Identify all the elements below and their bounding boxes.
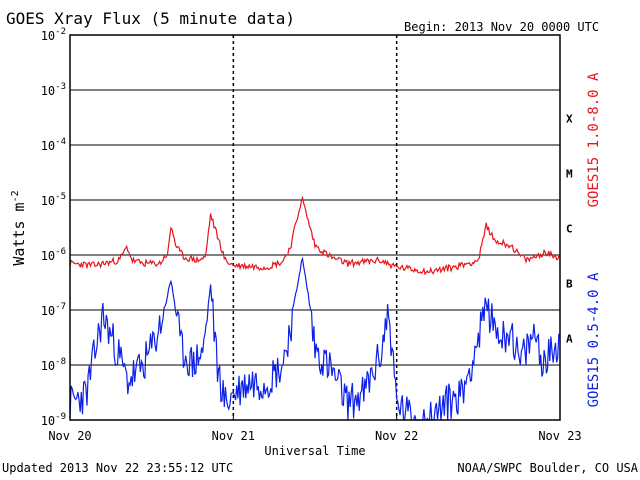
flare-class-labels: A B C M X: [566, 113, 573, 346]
flare-class-label: A: [566, 333, 573, 346]
x-ticks: Nov 20 Nov 21 Nov 22 Nov 23: [48, 414, 582, 443]
credit-label: NOAA/SWPC Boulder, CO USA: [457, 461, 638, 475]
x-tick-label: Nov 20: [48, 429, 91, 443]
data-series: [69, 195, 560, 421]
series-label: GOES15 0.5-4.0 A: [586, 272, 602, 407]
y-tick-base: 10: [41, 304, 55, 318]
plot-frame: [69, 34, 561, 421]
flare-class-label: B: [566, 278, 573, 291]
y-tick-label: 10-4: [41, 137, 66, 153]
y-tick-exponent: -6: [55, 247, 66, 257]
y-axis-label-exponent: -2: [10, 190, 21, 202]
y-tick-base: 10: [41, 139, 55, 153]
x-tick-label: Nov 22: [375, 429, 418, 443]
flare-class-label: M: [566, 168, 573, 181]
y-ticks: 10-910-810-710-610-510-410-310-2: [41, 27, 76, 428]
y-tick-exponent: -5: [55, 192, 66, 202]
series-label: GOES15 1.0-8.0 A: [586, 72, 602, 207]
x-tick-label: Nov 21: [212, 429, 255, 443]
updated-timestamp: Updated 2013 Nov 22 23:55:12 UTC: [2, 461, 233, 475]
y-tick-base: 10: [41, 194, 55, 208]
y-tick-exponent: -8: [55, 357, 66, 367]
y-tick-exponent: -2: [55, 27, 66, 37]
series-label-group: GOES15 1.0-8.0 A: [586, 72, 602, 207]
y-tick-label: 10-5: [41, 192, 66, 208]
series-line: [69, 256, 560, 421]
y-axis-label-main: Watts m: [10, 202, 28, 265]
y-tick-base: 10: [41, 249, 55, 263]
y-tick-base: 10: [41, 29, 55, 43]
series-labels: GOES15 1.0-8.0 A GOES15 0.5-4.0 A: [586, 72, 602, 407]
y-tick-exponent: -9: [55, 412, 66, 422]
y-tick-exponent: -3: [55, 82, 66, 92]
y-tick-label: 10-7: [41, 302, 66, 318]
x-tick-label: Nov 23: [538, 429, 581, 443]
y-tick-base: 10: [41, 84, 55, 98]
y-tick-label: 10-9: [41, 412, 66, 428]
begin-label: Begin: 2013 Nov 20 0000 UTC: [404, 20, 599, 34]
y-tick-label: 10-2: [41, 27, 66, 43]
y-axis-label-group: Watts m-2: [10, 190, 28, 265]
y-axis-label: Watts m-2: [10, 190, 28, 265]
series-line: [69, 195, 560, 276]
y-tick-base: 10: [41, 414, 55, 428]
series-label-group: GOES15 0.5-4.0 A: [586, 272, 602, 407]
y-tick-label: 10-8: [41, 357, 66, 373]
chart-title: GOES Xray Flux (5 minute data): [6, 9, 295, 28]
y-tick-exponent: -7: [55, 302, 66, 312]
grid-lines: [70, 35, 560, 420]
y-tick-exponent: -4: [55, 137, 66, 147]
flare-class-label: X: [566, 113, 573, 126]
x-axis-label: Universal Time: [264, 444, 365, 458]
flare-class-label: C: [566, 223, 573, 236]
y-tick-label: 10-3: [41, 82, 66, 98]
y-tick-label: 10-6: [41, 247, 66, 263]
y-tick-base: 10: [41, 359, 55, 373]
